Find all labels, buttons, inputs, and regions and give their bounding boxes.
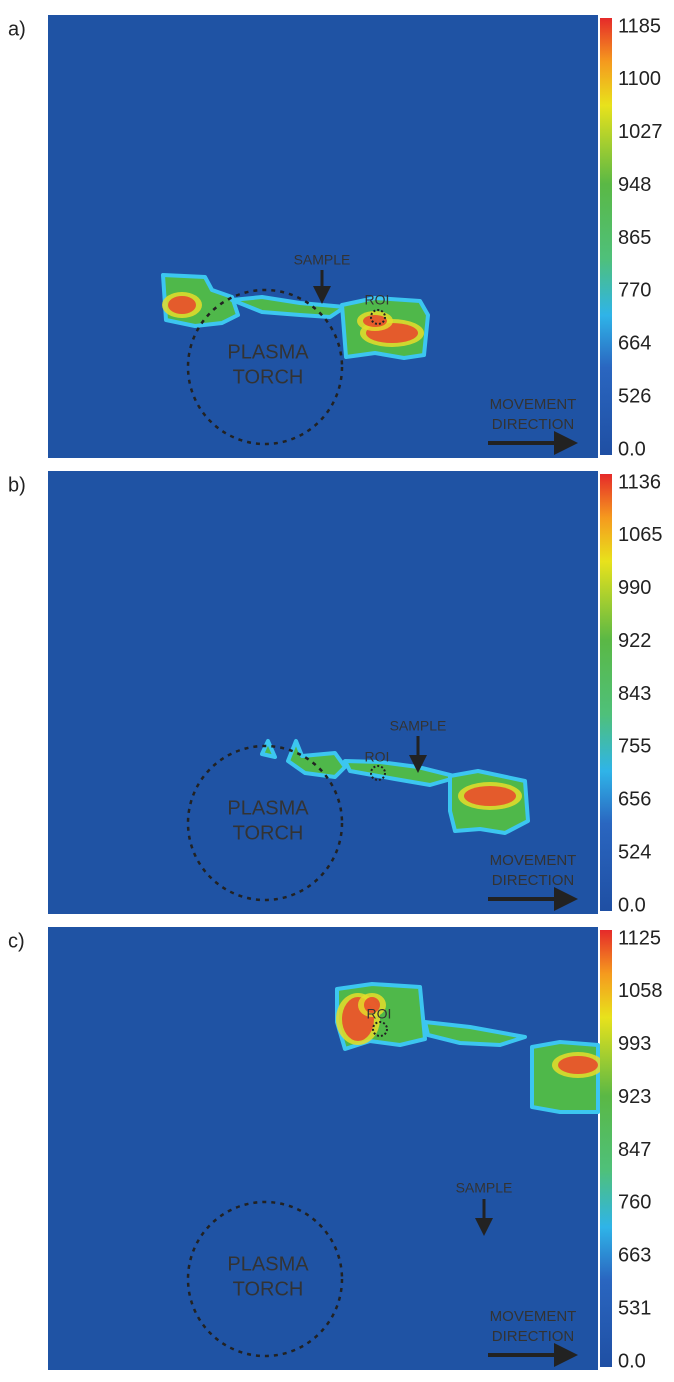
colorbar-tick-label: 1100 — [618, 68, 661, 90]
roi-outline — [372, 1021, 388, 1037]
torch-outline — [186, 1200, 344, 1358]
colorbar-tick-label: 1065 — [618, 524, 663, 546]
sample-label: SAMPLE — [294, 252, 351, 268]
colorbar-tick-label: 0.0 — [618, 1350, 646, 1372]
torch-label: PLASMA — [227, 1253, 309, 1275]
hot-core — [364, 997, 380, 1013]
colorbar-tick-label: 656 — [618, 789, 651, 811]
colorbar-tick-label: 922 — [618, 630, 651, 652]
roi-label: ROI — [365, 292, 390, 308]
colorbar-tick-label: 526 — [618, 385, 651, 407]
colorbar-tick-label: 1058 — [618, 980, 663, 1002]
movement-label: DIRECTION — [492, 872, 575, 889]
panel-label: c) — [8, 930, 25, 952]
torch-label: TORCH — [233, 366, 304, 388]
colorbar — [600, 18, 612, 455]
colorbar-tick-label: 843 — [618, 683, 651, 705]
hot-region — [530, 1040, 600, 1114]
torch-label: PLASMA — [227, 797, 309, 819]
colorbar-tick-label: 1125 — [618, 927, 661, 949]
colorbar-tick-label: 664 — [618, 333, 651, 355]
colorbar-tick-label: 990 — [618, 577, 651, 599]
movement-label: DIRECTION — [492, 416, 575, 433]
colorbar-tick-label: 663 — [618, 1245, 651, 1267]
torch-label: PLASMA — [227, 341, 309, 363]
panel-label: a) — [8, 18, 26, 40]
panel-label: b) — [8, 474, 26, 496]
movement-label: DIRECTION — [492, 1328, 575, 1345]
colorbar-tick-label: 847 — [618, 1139, 651, 1161]
colorbar-tick-label: 760 — [618, 1192, 651, 1214]
panel: a) PLASMA TORCH SAMPLE ROI MOVEMENT DIRECTION 1… — [8, 15, 663, 460]
hot-region — [260, 739, 277, 759]
colorbar — [600, 474, 612, 911]
hot-region — [423, 1020, 527, 1047]
hot-core — [558, 1056, 598, 1074]
hot-region — [230, 295, 347, 319]
hot-core — [168, 296, 196, 314]
torch-label: TORCH — [233, 822, 304, 844]
colorbar-tick-label: 1136 — [618, 471, 661, 493]
colorbar-tick-label: 0.0 — [618, 438, 646, 460]
sample-label: SAMPLE — [456, 1180, 513, 1196]
colorbar-tick-label: 0.0 — [618, 894, 646, 916]
torch-outline — [186, 288, 344, 446]
torch-outline — [186, 744, 344, 902]
hot-core — [464, 786, 516, 806]
torch-label: TORCH — [233, 1278, 304, 1300]
colorbar-tick-label: 923 — [618, 1086, 651, 1108]
colorbar — [600, 930, 612, 1367]
colorbar-tick-label: 948 — [618, 174, 651, 196]
colorbar-tick-label: 865 — [618, 227, 651, 249]
colorbar-tick-label: 531 — [618, 1297, 651, 1319]
roi-outline — [370, 309, 386, 325]
colorbar-tick-label: 993 — [618, 1033, 651, 1055]
colorbar-tick-label: 770 — [618, 280, 651, 302]
movement-label: MOVEMENT — [490, 1308, 577, 1325]
movement-label: MOVEMENT — [490, 396, 577, 413]
roi-outline — [370, 765, 386, 781]
sample-label: SAMPLE — [390, 718, 447, 734]
thermal-image — [48, 471, 598, 914]
colorbar-tick-label: 1185 — [618, 15, 661, 37]
panel: c) PLASMA TORCH SAMPLE ROI MOVEMENT DIRECTION 1… — [8, 927, 663, 1372]
colorbar-tick-label: 755 — [618, 736, 651, 758]
roi-label: ROI — [367, 1006, 392, 1022]
movement-label: MOVEMENT — [490, 852, 577, 869]
colorbar-tick-label: 1027 — [618, 121, 663, 143]
colorbar-tick-label: 524 — [618, 841, 651, 863]
hot-region — [286, 739, 347, 779]
thermal-image — [48, 927, 598, 1370]
thermal-image — [48, 15, 598, 458]
roi-label: ROI — [365, 749, 390, 765]
